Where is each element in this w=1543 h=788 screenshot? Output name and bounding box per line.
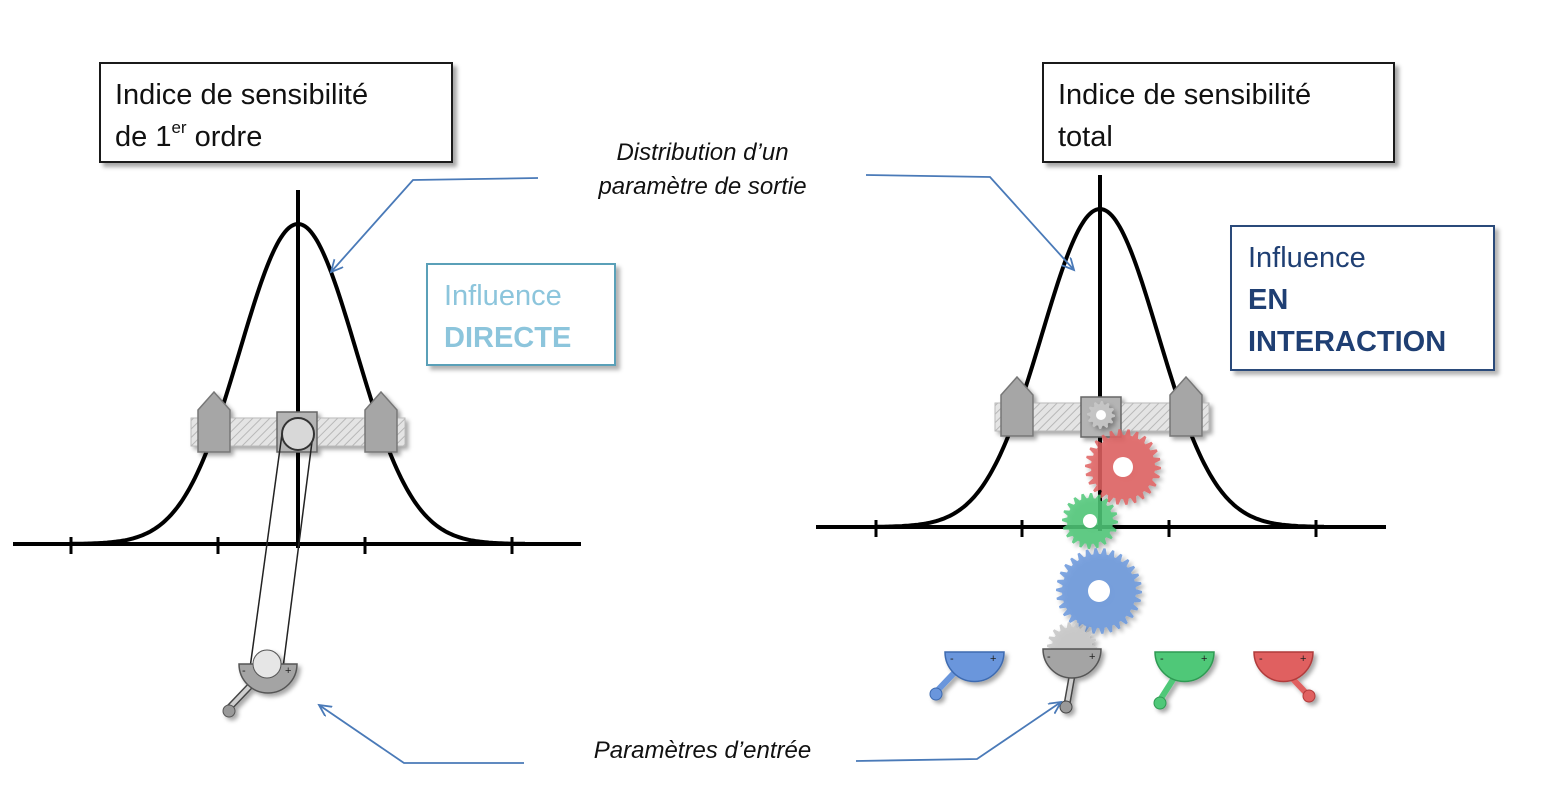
green-knob-plus: + — [1201, 653, 1207, 665]
grey-input-knob — [1042, 648, 1102, 714]
influence-direct-emphasis: DIRECTE — [444, 322, 572, 354]
first-order-index-box: Indice de sensibilité de 1er ordre — [99, 62, 453, 163]
green-input-knob — [1153, 651, 1215, 710]
first-order-prefix: de 1 — [115, 121, 172, 153]
arrow-to-right-curve — [865, 174, 1074, 270]
left-belt — [249, 433, 314, 669]
blue-input-knob — [929, 651, 1005, 701]
grey-knob-plus: + — [1089, 651, 1095, 663]
green-knob-minus: - — [1160, 653, 1164, 665]
blue-knob-minus: - — [950, 653, 954, 665]
influence-direct-box: Influence DIRECTE — [426, 263, 616, 366]
left-distribution — [13, 190, 581, 554]
right-bound-marker-high — [1169, 375, 1203, 437]
green-gear — [1062, 493, 1118, 549]
blue-gear — [1056, 548, 1142, 634]
total-index-box: Indice de sensibilité total — [1042, 62, 1395, 163]
left-bell-curve — [71, 222, 525, 546]
first-order-index-line2: de 1er ordre — [115, 116, 437, 158]
first-order-index-line1: Indice de sensibilité — [115, 79, 369, 111]
left-bound-marker-low — [197, 390, 231, 453]
arrow-to-right-knob — [855, 702, 1061, 762]
left-pulley — [281, 417, 315, 451]
red-knob-minus: - — [1259, 653, 1263, 665]
inputs-annotation: Paramètres d’entrée — [540, 734, 865, 768]
distribution-annotation: Distribution d’un paramètre de sortie — [540, 136, 865, 204]
first-order-suffix: ordre — [186, 121, 263, 153]
total-index-line2: total — [1058, 121, 1113, 153]
red-input-knob — [1253, 651, 1316, 703]
grey-knob-minus: - — [1047, 651, 1051, 663]
red-knob-plus: + — [1300, 653, 1306, 665]
influence-interaction-emphasis-1: EN — [1248, 284, 1289, 316]
annotation-arrows — [319, 174, 1074, 764]
blue-knob-plus: + — [990, 653, 996, 665]
distribution-annotation-line1: Distribution d’un — [616, 139, 789, 166]
influence-interaction-label: Influence — [1248, 242, 1366, 274]
right-bell-curve — [876, 206, 1324, 529]
gear-train — [1047, 401, 1161, 672]
first-order-superscript: er — [171, 118, 187, 138]
total-index-line1: Indice de sensibilité — [1058, 79, 1312, 111]
left-input-knob — [222, 649, 298, 718]
left-knob-minus: - — [242, 665, 246, 677]
influence-interaction-box: Influence EN INTERACTION — [1230, 225, 1495, 371]
right-bound-marker-low — [1000, 375, 1034, 437]
distribution-annotation-line2: paramètre de sortie — [598, 173, 807, 200]
arrow-to-left-knob — [319, 705, 524, 764]
influence-direct-label: Influence — [444, 280, 562, 312]
influence-interaction-emphasis-2: INTERACTION — [1248, 326, 1447, 358]
arrow-to-left-curve — [331, 177, 539, 272]
red-gear — [1085, 429, 1161, 505]
left-bound-marker-high — [364, 390, 398, 453]
grey-top-gear — [1087, 401, 1115, 429]
left-knob-plus: + — [285, 665, 291, 677]
inputs-annotation-text: Paramètres d’entrée — [593, 737, 812, 764]
